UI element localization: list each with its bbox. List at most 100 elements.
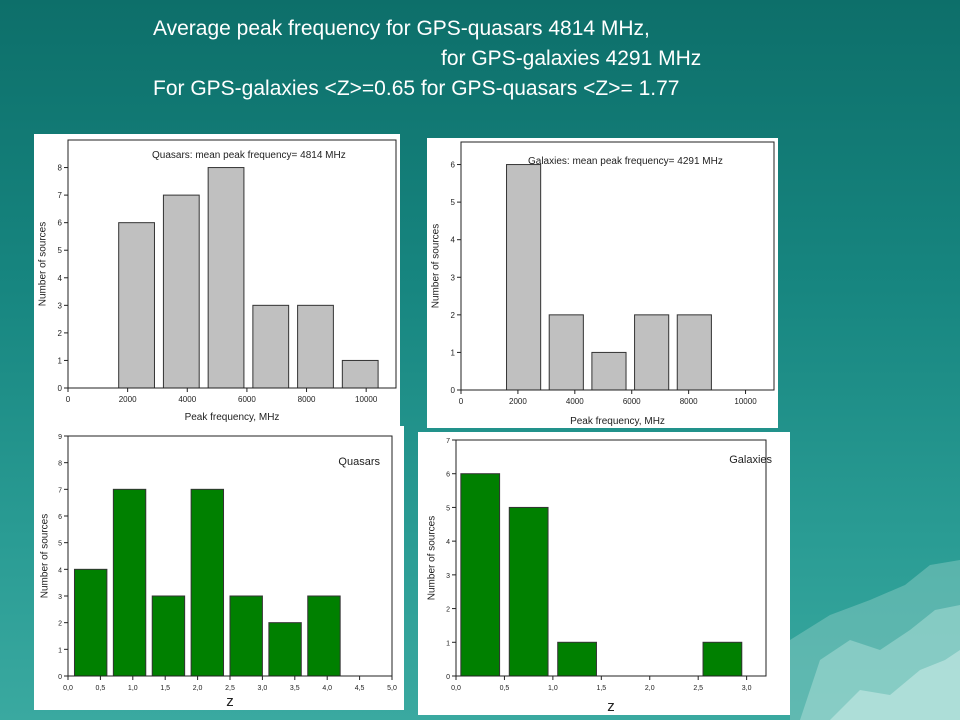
x-tick-label: 1,0: [128, 685, 138, 692]
y-tick-label: 6: [58, 514, 62, 521]
y-tick-label: 1: [58, 356, 63, 365]
y-tick-label: 7: [58, 191, 63, 200]
bar: [460, 473, 501, 677]
x-tick-label: 10000: [355, 395, 378, 404]
y-axis-label: Number of sources: [427, 516, 438, 600]
x-tick-label: 3,0: [258, 685, 268, 692]
bar: [634, 314, 670, 391]
x-tick-label: 2000: [509, 397, 527, 406]
y-tick-label: 0: [451, 386, 456, 395]
bar: [229, 595, 263, 677]
chart-annotation: Galaxies: mean peak frequency= 4291 MHz: [528, 156, 723, 167]
x-tick-label: 6000: [623, 397, 641, 406]
y-tick-label: 4: [451, 236, 456, 245]
bar: [508, 506, 549, 677]
bar: [73, 568, 108, 677]
y-tick-label: 4: [58, 567, 62, 574]
x-tick-label: 3,5: [290, 685, 300, 692]
y-tick-label: 2: [451, 311, 456, 320]
x-tick-label: 1,5: [596, 685, 606, 692]
y-tick-label: 4: [446, 539, 450, 546]
chart-quasar-frequency: 0 2000 4000 6000 8000 10000 0 1 2 3 4 5 6 7 8 Quasars: …: [38, 139, 397, 423]
bar: [676, 314, 712, 391]
chart-panel-galaxy-frequency: 0 2000 4000 6000 8000 10000 0 1 2 3 4 5 6 Galaxies: m…: [427, 138, 778, 428]
y-tick-label: 0: [58, 384, 63, 393]
y-tick-label: 6: [58, 219, 63, 228]
x-tick-label: 1,5: [160, 685, 170, 692]
bar: [151, 595, 186, 677]
chart-galaxy-frequency: 0 2000 4000 6000 8000 10000 0 1 2 3 4 5 6 Galaxies: m…: [431, 141, 775, 427]
y-tick-label: 0: [58, 674, 62, 681]
chart-annotation: Quasars: mean peak frequency= 4814 MHz: [152, 150, 346, 161]
chart-annotation: Galaxies: [729, 454, 772, 466]
bar: [207, 167, 245, 389]
bar: [190, 488, 225, 677]
y-tick-label: 3: [58, 301, 63, 310]
bar: [112, 488, 147, 677]
chart-panel-galaxy-redshift: 0,0 0,5 1,0 1,5 2,0 2,5 3,0 0 1 2 3 4 5 6 7 Galaxies z Nu…: [418, 432, 790, 715]
y-tick-label: 0: [446, 674, 450, 681]
y-tick-label: 3: [451, 273, 456, 282]
y-tick-label: 9: [58, 434, 62, 441]
x-tick-label: 6000: [238, 395, 256, 404]
y-tick-label: 2: [58, 621, 62, 628]
x-tick-label: 3,0: [742, 685, 752, 692]
plot-frame: [460, 141, 775, 391]
title-line-3: For GPS-galaxies <Z>=0.65 for GPS-quasar…: [153, 77, 680, 100]
y-tick-label: 5: [446, 505, 450, 512]
y-axis-label: Number of sources: [431, 224, 442, 308]
y-axis-label: Number of sources: [40, 514, 51, 598]
chart-galaxy-redshift: 0,0 0,5 1,0 1,5 2,0 2,5 3,0 0 1 2 3 4 5 6 7 Galaxies z Nu…: [427, 438, 773, 715]
x-tick-label: 0,0: [63, 685, 73, 692]
x-tick-label: 0: [459, 397, 464, 406]
chart-annotation: Quasars: [338, 456, 380, 468]
x-tick-label: 1,0: [548, 685, 558, 692]
x-tick-label: 8000: [298, 395, 316, 404]
y-tick-label: 8: [58, 461, 62, 468]
bar: [591, 351, 627, 391]
x-tick-label: 0,5: [500, 685, 510, 692]
x-axis-label: z: [607, 698, 615, 715]
chart-panel-quasar-redshift: 0,0 0,5 1,0 1,5 2,0 2,5 3,0 3,5 4,0 4,5 5,0 0 1 2 3 4 5 6…: [34, 426, 404, 710]
x-tick-label: 0,5: [96, 685, 106, 692]
y-tick-label: 2: [58, 329, 63, 338]
bar: [297, 304, 334, 389]
x-tick-label: 2,0: [193, 685, 203, 692]
y-axis-label: Number of sources: [38, 222, 49, 306]
x-tick-label: 0: [66, 395, 71, 404]
bar: [118, 222, 155, 389]
y-tick-label: 1: [446, 640, 450, 647]
x-tick-label: 4000: [178, 395, 196, 404]
x-axis-label: Peak frequency, MHz: [185, 412, 280, 423]
bar: [702, 641, 743, 677]
y-tick-label: 7: [446, 438, 450, 445]
plot-frame: [67, 139, 397, 389]
y-tick-label: 4: [58, 274, 63, 283]
y-tick-label: 5: [58, 541, 62, 548]
bar: [268, 622, 302, 677]
x-tick-label: 2000: [119, 395, 137, 404]
x-tick-label: 4,0: [322, 685, 332, 692]
bar: [252, 304, 290, 389]
y-tick-label: 6: [451, 161, 456, 170]
bar: [341, 359, 379, 389]
x-tick-label: 2,0: [645, 685, 655, 692]
bar: [162, 194, 200, 389]
y-tick-label: 3: [58, 594, 62, 601]
chart-quasar-redshift: 0,0 0,5 1,0 1,5 2,0 2,5 3,0 3,5 4,0 4,5 5,0 0 1 2 3 4 5 6…: [40, 434, 397, 710]
x-tick-label: 2,5: [225, 685, 235, 692]
x-tick-label: 10000: [734, 397, 757, 406]
x-axis-label: Peak frequency, MHz: [570, 416, 665, 427]
y-tick-label: 5: [58, 246, 63, 255]
x-tick-label: 4000: [566, 397, 584, 406]
bar: [548, 314, 584, 391]
y-tick-label: 5: [451, 198, 456, 207]
x-tick-label: 5,0: [387, 685, 397, 692]
y-tick-label: 6: [446, 472, 450, 479]
plot-frame: [455, 439, 767, 677]
bar: [557, 641, 597, 677]
x-tick-label: 2,5: [693, 685, 703, 692]
title-line-1: Average peak frequency for GPS-quasars 4…: [153, 17, 650, 40]
bar: [307, 595, 341, 677]
